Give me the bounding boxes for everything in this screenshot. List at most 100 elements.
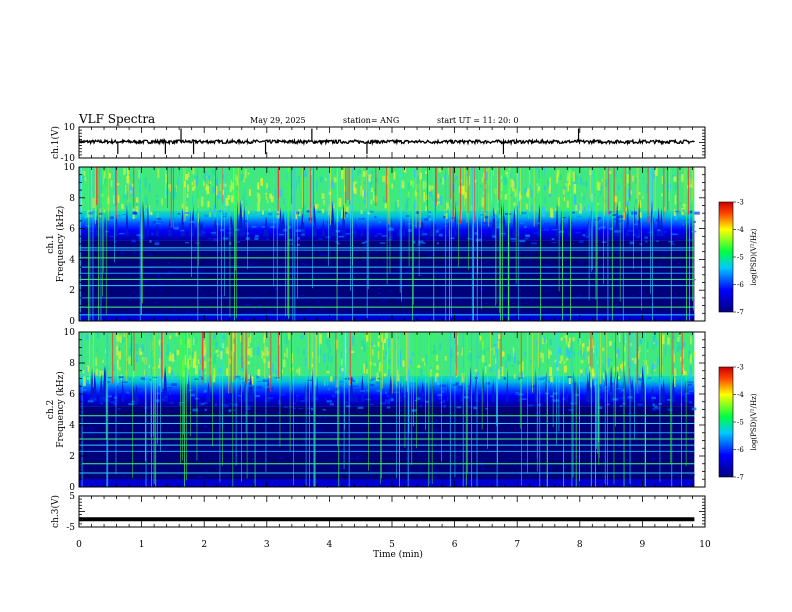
y-axis-label-line: ch.1(V): [50, 126, 61, 159]
spectro-texture: [652, 363, 656, 370]
spectro-mottle: [637, 403, 643, 407]
spectro-texture: [577, 204, 580, 211]
spectro-speck: [286, 265, 290, 267]
date-label: May 29, 2025: [250, 116, 306, 125]
spectro-mottle: [687, 383, 693, 386]
spectro-texture: [529, 359, 532, 363]
spectro-speck: [568, 475, 571, 477]
spectro-speck: [144, 473, 149, 475]
spectro-mottle: [128, 403, 135, 406]
spectro-mottle: [682, 223, 685, 226]
spectro-texture: [260, 178, 264, 186]
spectro-speck: [435, 420, 440, 422]
spectro-speck: [192, 250, 196, 252]
spectro-mottle: [318, 238, 323, 240]
spectro-texture: [672, 336, 676, 340]
spectro-texture: [542, 206, 545, 217]
spectro-texture: [662, 336, 665, 341]
spectro-texture: [131, 336, 135, 340]
spectro-speck: [310, 276, 313, 278]
spectro-texture: [402, 360, 405, 367]
spectro-mottle: [628, 229, 634, 232]
spectro-speck: [300, 294, 304, 296]
spectro-texture: [534, 167, 537, 171]
spectro-speck: [652, 435, 656, 437]
spectro-mottle: [377, 377, 382, 380]
spectro-texture: [516, 206, 518, 216]
spectro-texture: [583, 195, 585, 203]
spectro-texture: [397, 199, 399, 209]
spectro-texture: [149, 334, 152, 337]
ch1-waveform: [78, 137, 695, 146]
spectro-texture: [549, 366, 553, 376]
spectro-texture: [334, 170, 336, 175]
spectro-speck: [514, 464, 516, 466]
spectro-speck: [176, 280, 179, 282]
spectro-speck: [276, 441, 280, 443]
spectro-texture: [208, 179, 211, 186]
spectro-speck: [543, 310, 547, 312]
spectro-texture: [238, 202, 240, 212]
spectro-speck: [281, 412, 284, 414]
spectro-speck: [113, 437, 116, 439]
spectro-texture: [383, 338, 387, 344]
spectro-speck: [609, 476, 613, 478]
spectro-mottle: [685, 221, 691, 224]
spectro-speck: [549, 298, 551, 300]
spectro-speck: [269, 291, 273, 293]
spectro-speck: [156, 274, 160, 276]
spectro-mottle: [118, 215, 121, 217]
spectro-mottle: [99, 402, 104, 405]
spectro-speck: [248, 427, 250, 429]
spectro-speck: [518, 473, 522, 475]
spectro-speck: [563, 466, 567, 468]
spectro-texture: [629, 343, 632, 347]
x-tick-label: 2: [201, 540, 207, 550]
spectro-bottom-strip: [79, 313, 695, 321]
spectro-texture: [257, 212, 260, 215]
spectro-dip: [420, 219, 425, 237]
spectro-speck: [178, 448, 180, 450]
spectro-mottle: [517, 393, 524, 396]
spectro-speck: [180, 259, 184, 261]
spectro-speck: [663, 461, 665, 463]
y-tick-label: 4: [69, 421, 75, 431]
spectro-mottle: [254, 237, 259, 240]
spectro-speck: [167, 274, 169, 276]
spectro-texture: [397, 207, 400, 210]
spectro-speck: [431, 441, 434, 443]
spectro-texture: [526, 191, 529, 195]
spectro-mottle: [688, 400, 693, 404]
spectro-mottle: [590, 211, 593, 214]
spectro-speck: [617, 446, 622, 448]
spectro-texture: [399, 359, 402, 367]
spectro-texture: [688, 350, 691, 359]
spectro-speck: [405, 271, 409, 273]
spectro-texture: [585, 181, 588, 187]
spectro-speck: [355, 456, 360, 458]
spectro-texture: [646, 365, 649, 375]
x-tick-label: 1: [139, 540, 145, 550]
spectro-mottle: [415, 211, 420, 214]
spectro-texture: [566, 348, 569, 356]
spectro-speck: [439, 258, 442, 260]
spectro-speck: [558, 312, 562, 314]
spectro-texture: [377, 335, 381, 339]
spectro-texture: [324, 178, 327, 181]
spectro-texture: [547, 180, 550, 188]
spectro-mottle: [86, 221, 89, 225]
spectro-texture: [439, 177, 443, 183]
spectro-mottle: [329, 403, 334, 406]
spectro-speck: [454, 466, 458, 468]
spectro-texture: [206, 185, 210, 195]
spectro-texture: [345, 206, 349, 214]
spectro-mottle: [575, 231, 581, 234]
x-tick-label: 0: [76, 540, 82, 550]
spectro-texture: [497, 369, 500, 379]
spectro-mottle: [438, 397, 443, 400]
spectro-mottle: [235, 241, 241, 244]
spectro-speck: [484, 303, 489, 305]
spectro-speck: [660, 420, 662, 422]
spectro-texture: [193, 338, 195, 346]
spectro-texture: [689, 366, 692, 371]
